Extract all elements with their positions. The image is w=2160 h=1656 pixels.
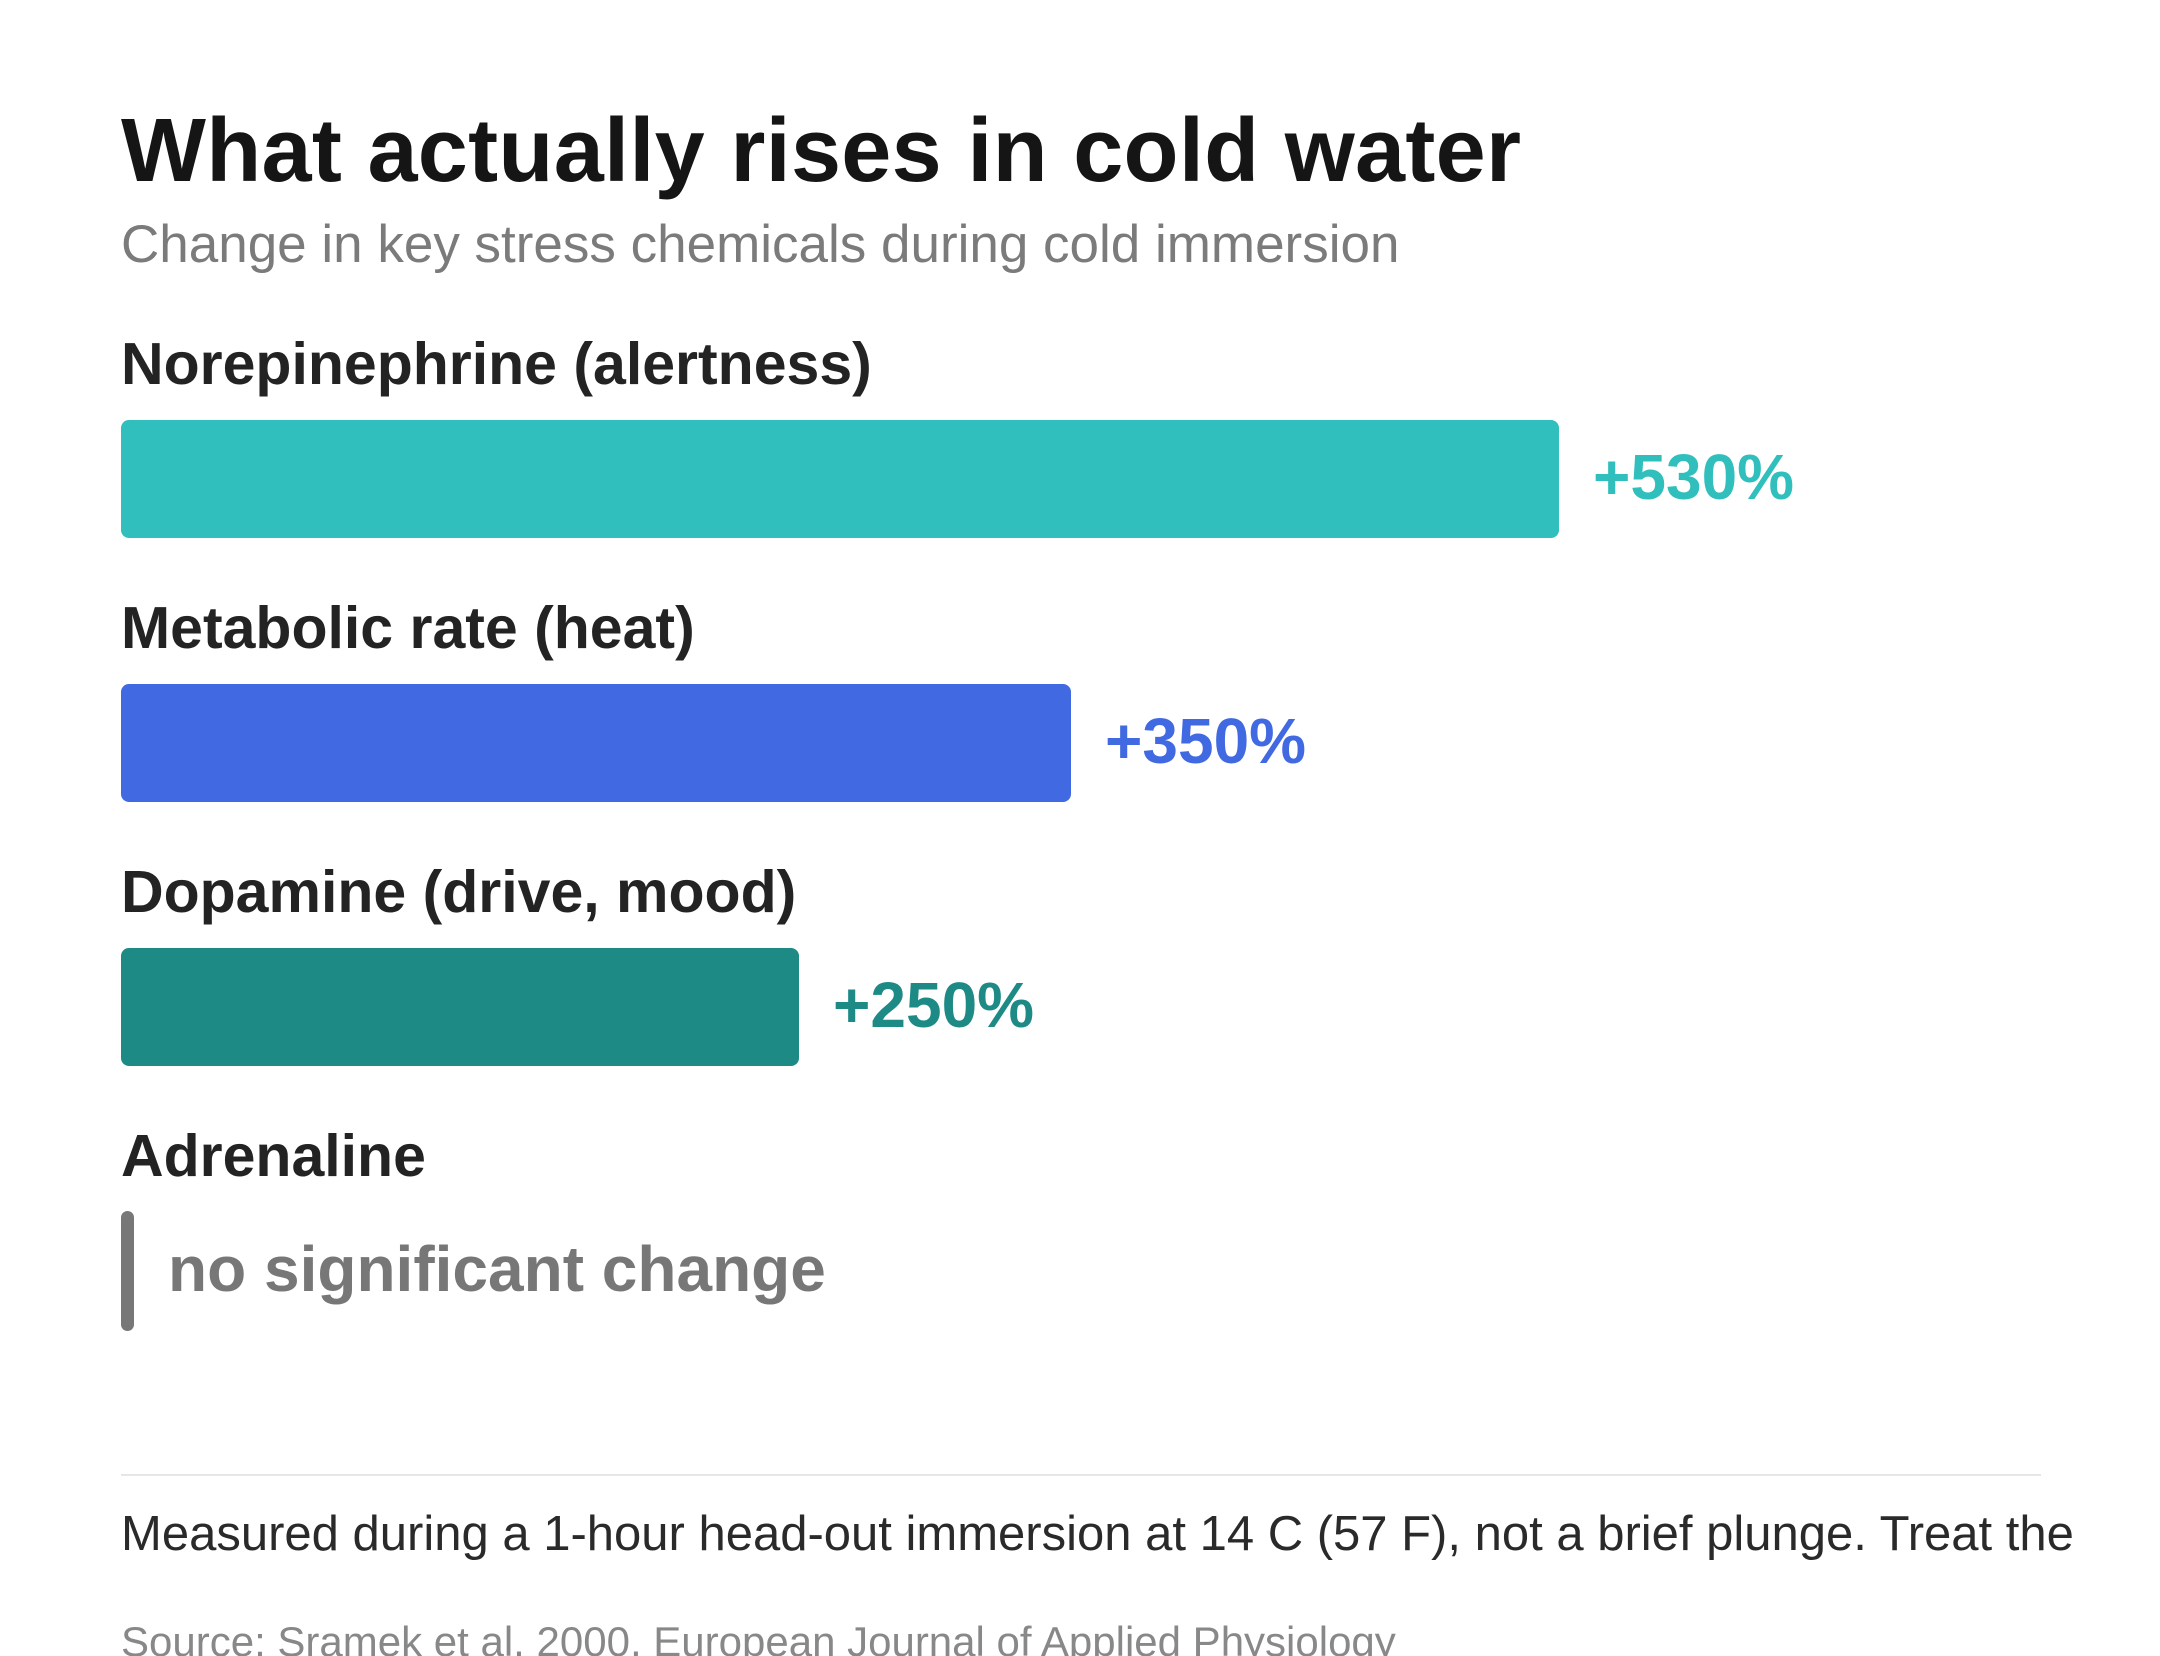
bar-value-adrenaline: no significant change (168, 1233, 826, 1305)
bar-label-norepinephrine: Norepinephrine (alertness) (121, 331, 872, 397)
chart-title: What actually rises in cold water (121, 101, 1522, 201)
bar-dopamine (121, 948, 799, 1066)
bar-label-dopamine: Dopamine (drive, mood) (121, 859, 797, 925)
source-citation: Source: Sramek et al. 2000, European Jou… (121, 1618, 1396, 1656)
bar-label-adrenaline: Adrenaline (121, 1123, 426, 1189)
bar-value-metabolic-rate: +350% (1105, 705, 1307, 777)
footer-divider (121, 1474, 2041, 1476)
chart-subtitle: Change in key stress chemicals during co… (121, 215, 1400, 274)
bar-norepinephrine (121, 420, 1559, 538)
zero-marker-adrenaline (121, 1211, 134, 1331)
bar-label-metabolic-rate: Metabolic rate (heat) (121, 595, 695, 661)
bar-value-norepinephrine: +530% (1593, 441, 1795, 513)
footnote: Measured during a 1-hour head-out immers… (121, 1507, 2074, 1561)
bar-value-dopamine: +250% (833, 969, 1035, 1041)
bar-metabolic-rate (121, 684, 1071, 802)
